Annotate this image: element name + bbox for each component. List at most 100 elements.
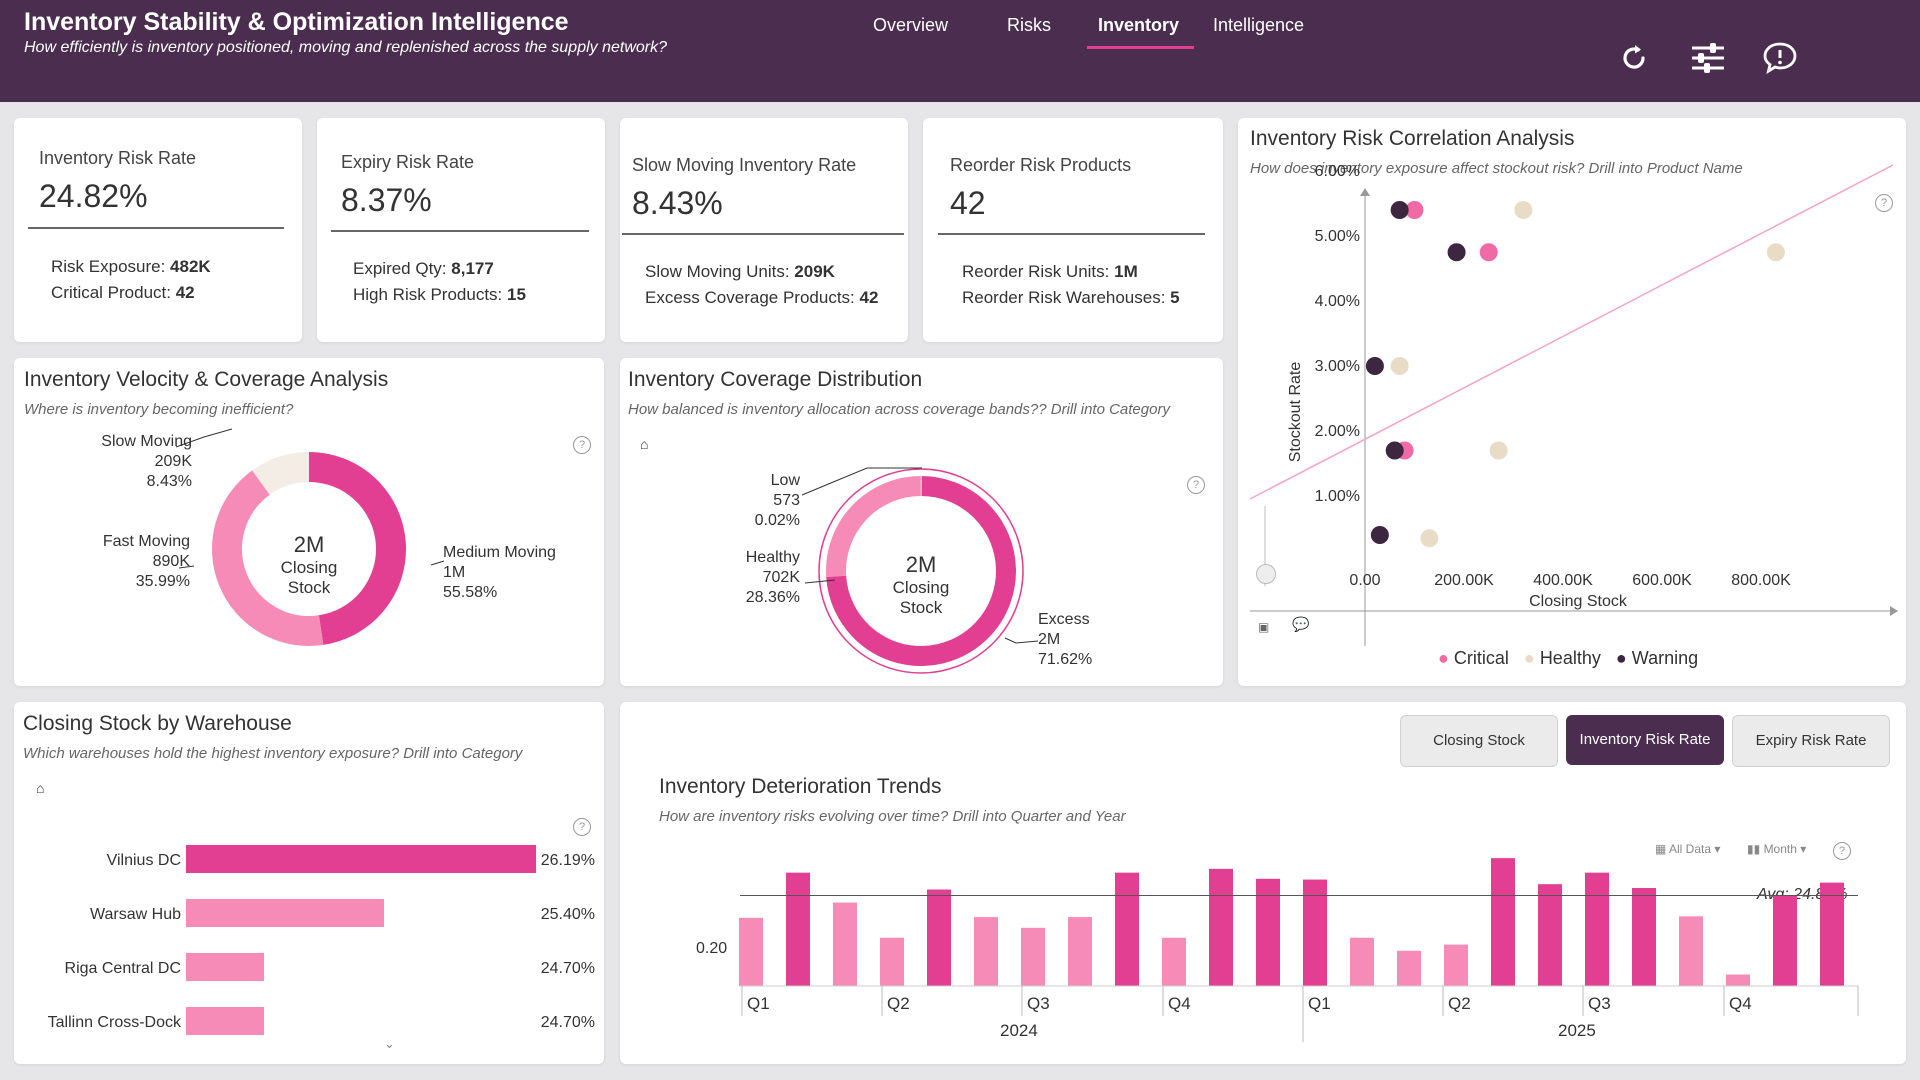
trend-bar	[786, 872, 810, 986]
donut-center: 2M Closing Stock	[259, 532, 359, 598]
slice-value: 209K	[154, 453, 192, 470]
nav-intelligence[interactable]: Intelligence	[1213, 15, 1305, 35]
slice-pct: 35.99%	[135, 573, 190, 590]
kpi-divider	[28, 227, 284, 229]
slice-pct: 0.02%	[754, 512, 800, 529]
kpi-detail: Slow Moving Units: 209K Excess Coverage …	[645, 259, 878, 311]
comment-icon[interactable]: 💬	[1292, 616, 1310, 632]
scatter-point-warning	[1385, 441, 1404, 460]
donut-slice-excess	[826, 476, 1016, 666]
toggle-closing-stock[interactable]: Closing Stock	[1400, 715, 1558, 767]
kpi-label: Inventory Risk Rate	[39, 148, 197, 168]
legend-dot-icon: ●	[1523, 648, 1535, 668]
kpi-label: Reorder Risk Products	[950, 155, 1132, 175]
home-icon[interactable]: ⌂	[36, 780, 45, 796]
zoom-slider-handle[interactable]	[1256, 564, 1276, 584]
year-label: 2025	[1558, 1021, 1596, 1040]
legend-dot-icon: ●	[1615, 648, 1627, 668]
kpi-card-slow-moving-rate: Slow Moving Inventory Rate 8.43% Slow Mo…	[620, 118, 908, 342]
kpi-value: 8.37%	[341, 182, 432, 218]
slice-label-low: Low 573 0.02%	[700, 471, 800, 531]
donut-center-value: 2M	[905, 552, 937, 577]
y-tick-label: 3.00%	[1315, 358, 1360, 375]
sliders-icon[interactable]	[1690, 40, 1726, 76]
kpi-detail-label: Critical Product:	[51, 283, 176, 302]
filter-month[interactable]: ▮▮ Month ▾	[1747, 842, 1806, 856]
filter-label: All Data	[1669, 842, 1712, 856]
x-tick-label: 400.00K	[1533, 572, 1593, 589]
donut-center-value: 2M	[293, 532, 325, 557]
filter-label: Month	[1763, 842, 1797, 856]
warehouse-bar	[186, 845, 536, 873]
warehouse-name-label: Riga Central DC	[65, 960, 181, 977]
trend-bar	[1538, 884, 1562, 986]
x-axis-title: Closing Stock	[1529, 593, 1628, 610]
home-icon[interactable]: ⌂	[640, 436, 649, 452]
velocity-panel: Inventory Velocity & Coverage Analysis W…	[14, 358, 604, 686]
help-icon[interactable]: ?	[1833, 842, 1851, 860]
toggle-inventory-risk-rate[interactable]: Inventory Risk Rate	[1566, 715, 1724, 765]
scatter-point-critical	[1405, 201, 1424, 219]
slice-name: Fast Moving	[102, 533, 190, 550]
trend-bar	[974, 917, 998, 986]
panel-subtitle: Where is inventory becoming inefficient?	[24, 401, 294, 418]
leader-line	[430, 560, 445, 566]
slice-value: 2M	[1038, 631, 1061, 648]
trend-bar	[739, 917, 763, 986]
help-icon[interactable]: ?	[1187, 476, 1205, 494]
kpi-detail-label: Excess Coverage Products:	[645, 288, 860, 307]
scatter-point-warning	[1447, 243, 1466, 262]
x-tick-label: 0.00	[1349, 572, 1380, 589]
scroll-down-chevron-icon[interactable]: ⌄	[384, 1036, 395, 1051]
refresh-icon[interactable]	[1616, 40, 1652, 76]
bar-chart-icon: ▮▮	[1747, 842, 1761, 856]
kpi-detail-value: 42	[175, 283, 195, 302]
legend-label: Warning	[1631, 648, 1699, 668]
warehouse-name-label: Vilnius DC	[107, 852, 181, 869]
kpi-label: Expiry Risk Rate	[341, 152, 475, 172]
nav-overview[interactable]: Overview	[873, 15, 949, 35]
legend-dot-icon: ●	[1438, 648, 1449, 668]
slice-label-medium-moving: Medium Moving 1M 55.58%	[443, 543, 583, 603]
warehouse-bar	[186, 1007, 264, 1035]
trend-bar-chart	[739, 858, 1859, 1042]
panel-subtitle: How balanced is inventory allocation acr…	[628, 401, 1170, 418]
nav-inventory[interactable]: Inventory	[1098, 15, 1180, 35]
velocity-donut-chart	[175, 428, 445, 646]
help-icon[interactable]: ?	[1875, 194, 1893, 212]
donut-slice-slow-moving	[252, 452, 310, 496]
legend-label: Healthy	[1539, 648, 1601, 668]
kpi-detail-label: Reorder Risk Warehouses:	[962, 288, 1171, 307]
slice-value: 890K	[152, 553, 190, 570]
filter-all-data[interactable]: ▦ All Data ▾	[1655, 842, 1720, 856]
trend-bar	[833, 902, 857, 986]
y-axis-title: Stockout Rate	[1287, 362, 1304, 463]
chat-icon[interactable]	[1762, 40, 1798, 76]
trend-panel: Closing Stock Inventory Risk Rate Expiry…	[620, 702, 1906, 1064]
leader-line	[804, 579, 836, 584]
scatter-point-warning	[1390, 201, 1409, 219]
scatter-point-healthy	[1420, 529, 1439, 548]
slice-pct: 55.58%	[443, 584, 498, 601]
nav-risks[interactable]: Risks	[1007, 15, 1051, 35]
x-tick-label: 800.00K	[1731, 572, 1791, 589]
scatter-point-healthy	[1489, 441, 1508, 460]
slice-name: Medium Moving	[443, 544, 556, 561]
scatter-point-healthy	[1514, 201, 1533, 219]
year-label: 2024	[1000, 1021, 1038, 1040]
image-icon[interactable]: ▣	[1258, 620, 1270, 634]
slice-pct: 71.62%	[1038, 651, 1093, 668]
toggle-expiry-risk-rate[interactable]: Expiry Risk Rate	[1732, 715, 1890, 767]
panel-title: Inventory Deterioration Trends	[659, 775, 942, 798]
quarter-label: Q4	[1168, 994, 1191, 1013]
help-icon[interactable]: ?	[573, 436, 591, 454]
kpi-detail-value: 209K	[794, 262, 835, 281]
help-icon[interactable]: ?	[573, 818, 591, 836]
trend-bar	[1256, 878, 1280, 986]
panel-title: Inventory Coverage Distribution	[628, 368, 923, 391]
kpi-detail-value: 1M	[1114, 262, 1138, 281]
trend-bar	[1397, 950, 1421, 986]
kpi-detail-value: 5	[1170, 288, 1180, 307]
kpi-detail: Risk Exposure: 482K Critical Product: 42	[51, 254, 211, 306]
y-tick-label: 1.00%	[1315, 488, 1360, 505]
